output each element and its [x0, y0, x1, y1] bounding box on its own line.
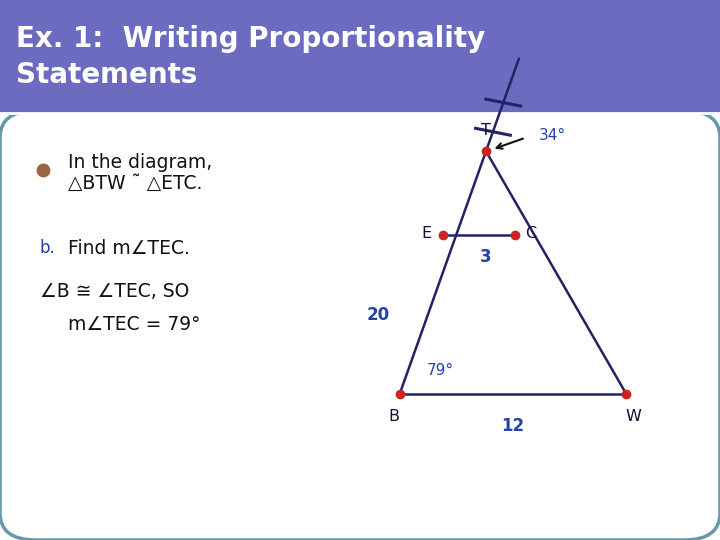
FancyBboxPatch shape — [0, 0, 720, 113]
Text: 12: 12 — [501, 417, 525, 435]
Text: Find m∠TEC.: Find m∠TEC. — [68, 239, 190, 258]
Text: Ex. 1:  Writing Proportionality
Statements: Ex. 1: Writing Proportionality Statement… — [16, 25, 485, 89]
Text: 79°: 79° — [427, 363, 454, 378]
Text: B: B — [388, 409, 400, 424]
Text: In the diagram,: In the diagram, — [68, 152, 212, 172]
Text: W: W — [626, 409, 642, 424]
Text: 20: 20 — [366, 306, 390, 323]
Text: △BTW ˜ △ETC.: △BTW ˜ △ETC. — [68, 174, 203, 193]
Text: C: C — [525, 226, 536, 241]
Text: E: E — [421, 226, 431, 241]
Text: ∠B ≅ ∠TEC, SO: ∠B ≅ ∠TEC, SO — [40, 282, 189, 301]
Text: 34°: 34° — [539, 127, 566, 143]
Text: 3: 3 — [480, 248, 492, 266]
Text: b.: b. — [40, 239, 55, 258]
Text: T: T — [481, 123, 491, 138]
Text: m∠TEC = 79°: m∠TEC = 79° — [68, 314, 201, 334]
FancyBboxPatch shape — [0, 111, 720, 540]
